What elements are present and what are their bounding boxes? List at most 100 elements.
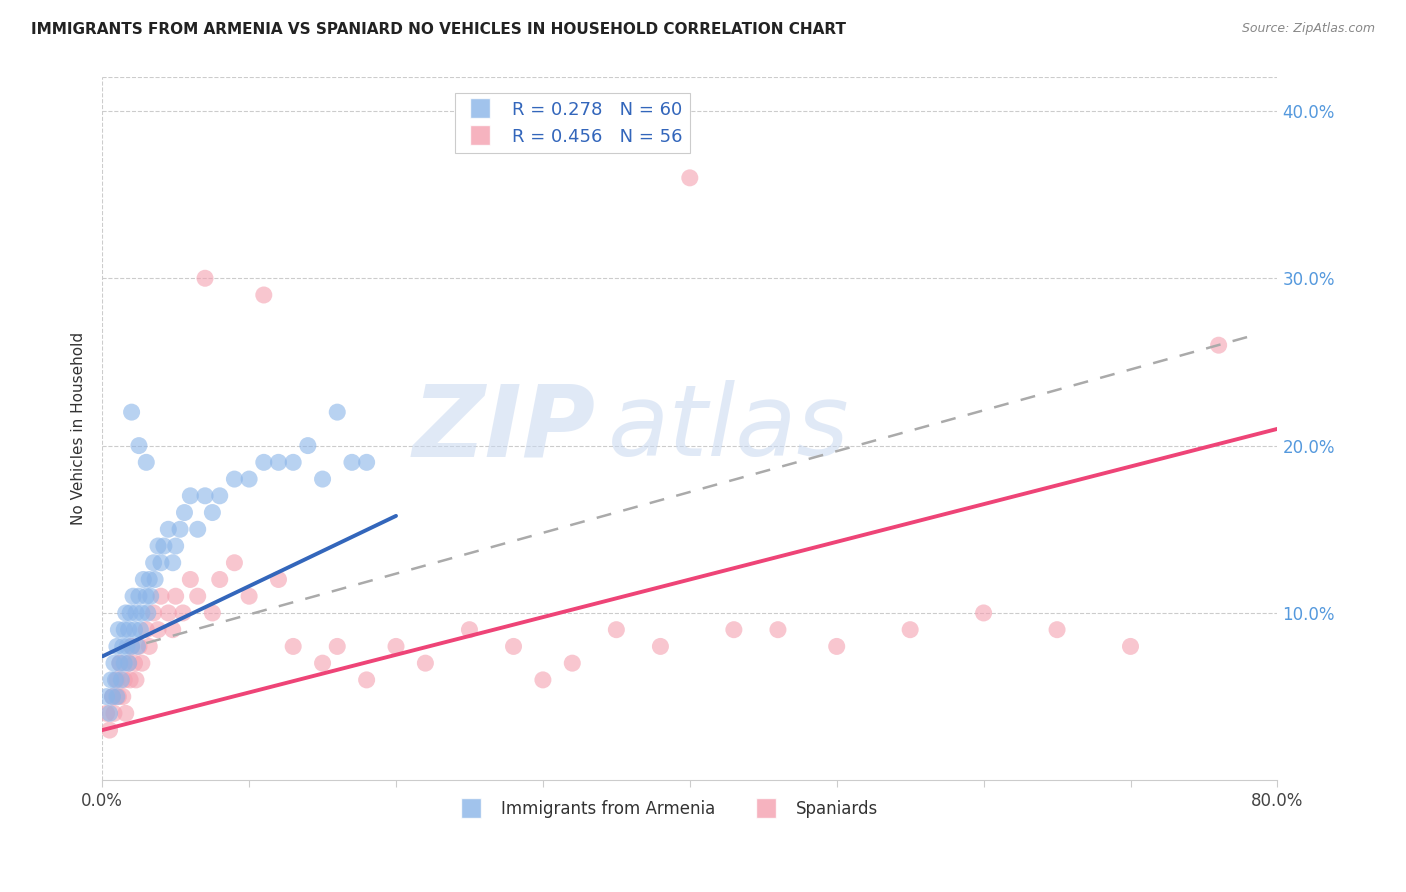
- Point: [107, 623, 129, 637]
- Point: [105, 673, 128, 687]
- Point: [162, 623, 184, 637]
- Point: [679, 170, 702, 185]
- Point: [120, 606, 142, 620]
- Point: [224, 472, 246, 486]
- Point: [1208, 338, 1230, 352]
- Point: [283, 455, 305, 469]
- Point: [340, 455, 363, 469]
- Point: [326, 640, 349, 654]
- Point: [136, 606, 159, 620]
- Point: [110, 673, 132, 687]
- Point: [165, 539, 187, 553]
- Point: [118, 656, 141, 670]
- Point: [125, 606, 148, 620]
- Point: [253, 455, 276, 469]
- Point: [723, 623, 745, 637]
- Point: [121, 640, 143, 654]
- Point: [107, 690, 129, 704]
- Point: [173, 506, 195, 520]
- Point: [120, 673, 142, 687]
- Point: [96, 706, 118, 721]
- Point: [187, 522, 209, 536]
- Point: [118, 656, 141, 670]
- Point: [458, 623, 481, 637]
- Point: [128, 589, 150, 603]
- Point: [125, 673, 148, 687]
- Point: [111, 690, 134, 704]
- Point: [1046, 623, 1069, 637]
- Point: [108, 656, 131, 670]
- Point: [356, 455, 378, 469]
- Point: [121, 640, 143, 654]
- Point: [112, 656, 135, 670]
- Point: [253, 288, 276, 302]
- Point: [267, 573, 290, 587]
- Point: [267, 455, 290, 469]
- Point: [208, 489, 231, 503]
- Text: atlas: atlas: [607, 380, 849, 477]
- Point: [172, 606, 194, 620]
- Point: [143, 573, 166, 587]
- Point: [129, 623, 152, 637]
- Legend: Immigrants from Armenia, Spaniards: Immigrants from Armenia, Spaniards: [449, 793, 884, 825]
- Point: [311, 472, 333, 486]
- Point: [104, 673, 127, 687]
- Point: [131, 606, 153, 620]
- Point: [122, 589, 145, 603]
- Point: [103, 706, 125, 721]
- Point: [146, 623, 169, 637]
- Point: [101, 690, 124, 704]
- Point: [135, 455, 157, 469]
- Point: [326, 405, 349, 419]
- Point: [124, 623, 146, 637]
- Point: [1119, 640, 1142, 654]
- Point: [100, 673, 122, 687]
- Point: [135, 589, 157, 603]
- Point: [98, 723, 121, 737]
- Point: [605, 623, 627, 637]
- Point: [157, 606, 180, 620]
- Point: [112, 673, 135, 687]
- Point: [162, 556, 184, 570]
- Point: [138, 640, 160, 654]
- Point: [179, 573, 201, 587]
- Point: [187, 589, 209, 603]
- Point: [208, 573, 231, 587]
- Point: [153, 539, 176, 553]
- Point: [825, 640, 848, 654]
- Point: [108, 656, 131, 670]
- Text: ZIP: ZIP: [413, 380, 596, 477]
- Point: [297, 439, 319, 453]
- Point: [131, 656, 153, 670]
- Point: [356, 673, 378, 687]
- Point: [118, 623, 141, 637]
- Point: [238, 472, 260, 486]
- Point: [124, 656, 146, 670]
- Point: [561, 656, 583, 670]
- Point: [112, 623, 135, 637]
- Point: [142, 556, 165, 570]
- Point: [238, 589, 260, 603]
- Point: [105, 640, 128, 654]
- Point: [127, 640, 149, 654]
- Point: [194, 271, 217, 285]
- Point: [115, 640, 138, 654]
- Point: [103, 656, 125, 670]
- Point: [146, 539, 169, 553]
- Point: [135, 623, 157, 637]
- Point: [114, 606, 136, 620]
- Point: [142, 606, 165, 620]
- Point: [502, 640, 524, 654]
- Point: [165, 589, 187, 603]
- Point: [283, 640, 305, 654]
- Point: [139, 589, 162, 603]
- Point: [194, 489, 217, 503]
- Point: [385, 640, 408, 654]
- Point: [201, 506, 224, 520]
- Point: [96, 690, 118, 704]
- Point: [201, 606, 224, 620]
- Point: [415, 656, 437, 670]
- Point: [311, 656, 333, 670]
- Text: IMMIGRANTS FROM ARMENIA VS SPANIARD NO VEHICLES IN HOUSEHOLD CORRELATION CHART: IMMIGRANTS FROM ARMENIA VS SPANIARD NO V…: [31, 22, 846, 37]
- Text: Source: ZipAtlas.com: Source: ZipAtlas.com: [1241, 22, 1375, 36]
